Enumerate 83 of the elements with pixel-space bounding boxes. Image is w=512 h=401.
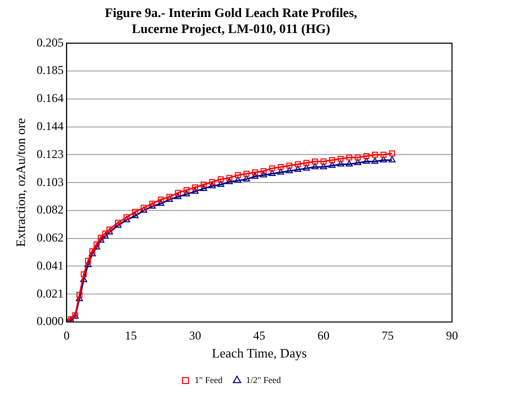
chart-title: Figure 9a.- Interim Gold Leach Rate Profiles, Lucerne Project, LM-010, 011 (HG) (104, 5, 358, 36)
point (372, 152, 378, 158)
point (174, 190, 181, 196)
point (278, 164, 284, 170)
point (269, 165, 276, 172)
point (182, 190, 190, 196)
point (260, 168, 267, 174)
y-tick-label: 0.123 (36, 146, 64, 161)
point (158, 196, 164, 203)
x-tick-label: 90 (446, 328, 458, 342)
y-tick-label: 0.062 (36, 230, 64, 245)
point (286, 167, 293, 174)
point (157, 200, 164, 206)
legend-label: 1/2" Feed (246, 374, 282, 385)
point (303, 160, 310, 166)
point (346, 154, 352, 160)
y-tick-label: 0.041 (36, 258, 64, 272)
point (389, 150, 396, 156)
point (242, 175, 250, 182)
y-tick-label: 0.000 (36, 314, 64, 328)
x-tick-label: 30 (189, 328, 202, 342)
y-tick-label: 0.144 (36, 118, 64, 133)
point (268, 170, 276, 176)
point (217, 180, 224, 187)
point (294, 166, 302, 172)
y-tick-label: 0.082 (36, 202, 64, 217)
point (328, 162, 336, 168)
y-tick-label: 0.164 (36, 91, 64, 106)
point (209, 178, 216, 185)
point (208, 182, 216, 188)
point (380, 156, 388, 162)
point (132, 208, 138, 215)
x-tick-label: 0 (64, 328, 70, 342)
point (192, 184, 198, 190)
point (338, 156, 344, 162)
point (243, 170, 250, 177)
x-tick-label: 75 (382, 328, 394, 342)
point (85, 258, 91, 264)
y-tick-label: 0.185 (36, 63, 64, 78)
point (184, 187, 190, 194)
point (277, 168, 284, 175)
point (234, 176, 242, 183)
point (286, 162, 292, 169)
point (346, 160, 353, 166)
point (132, 212, 139, 218)
point (363, 153, 370, 160)
x-tick-label: 15 (124, 328, 137, 342)
point (380, 152, 386, 158)
point (388, 156, 396, 162)
point (329, 157, 336, 164)
y-tick-label: 0.103 (36, 174, 64, 189)
point (251, 172, 259, 179)
point (200, 182, 207, 188)
point (234, 172, 241, 178)
point (192, 187, 199, 194)
point (200, 184, 208, 191)
point (354, 158, 362, 166)
point (218, 176, 224, 182)
point (354, 154, 361, 160)
point (337, 160, 344, 166)
point (226, 174, 232, 181)
y-tick-label: 0.205 (36, 35, 64, 50)
y-axis-title: Extraction, ozAu/ton ore (13, 118, 28, 248)
point (294, 161, 301, 168)
x-tick-label: 60 (318, 328, 330, 342)
point (252, 169, 258, 176)
point (302, 164, 310, 171)
point (226, 178, 233, 184)
point (76, 292, 82, 298)
point (80, 271, 87, 278)
point (260, 171, 268, 178)
point (371, 158, 378, 164)
point (312, 158, 318, 164)
point (311, 162, 318, 170)
point (320, 158, 327, 164)
point (362, 158, 370, 164)
point (84, 260, 92, 268)
legend-label: 1" Feed (194, 374, 223, 385)
point (174, 192, 182, 200)
y-tick-label: 0.021 (36, 286, 64, 300)
x-tick-label: 45 (253, 328, 266, 342)
x-axis-title: Leach Time, Days (212, 346, 307, 361)
point (320, 162, 328, 170)
